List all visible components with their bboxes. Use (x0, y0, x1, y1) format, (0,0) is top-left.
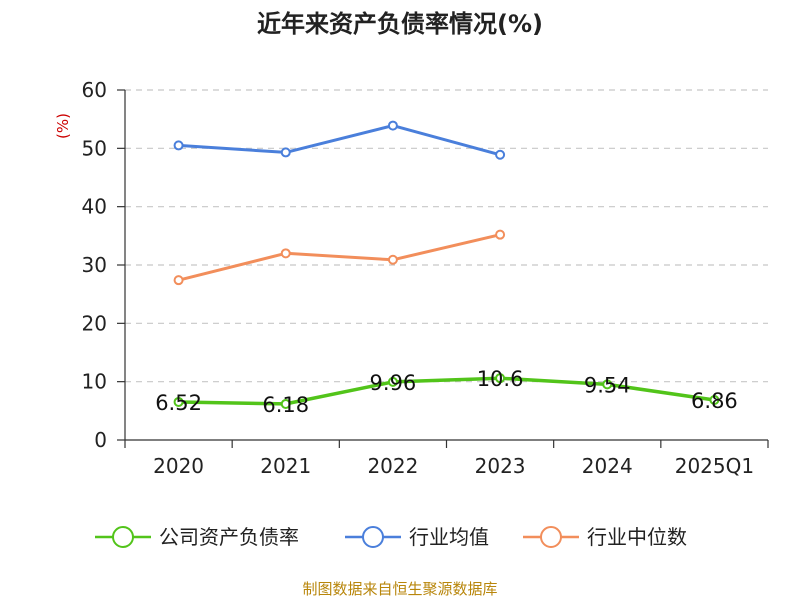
y-tick-label-20: 20 (82, 311, 107, 335)
legend-marker-0 (112, 526, 134, 548)
data-label-2025Q1: 6.86 (691, 389, 738, 413)
y-axis-unit-label: (%) (54, 113, 72, 139)
legend-marker-2 (540, 526, 562, 548)
y-tick-label-0: 0 (94, 428, 107, 452)
x-tick-label-2021: 2021 (260, 454, 311, 478)
x-tick-label-2025Q1: 2025Q1 (675, 454, 754, 478)
x-tick-label-2022: 2022 (367, 454, 418, 478)
series-0-point-2022 (387, 376, 398, 387)
y-tick-label-50: 50 (82, 136, 107, 160)
series-0-point-2025Q1 (709, 394, 720, 405)
series-0-point-2020 (173, 396, 184, 407)
legend-item-1: 行业均值 (345, 525, 489, 549)
x-tick-label-2023: 2023 (475, 454, 526, 478)
series-2-point-2020 (173, 275, 184, 286)
y-tick-label-10: 10 (82, 370, 107, 394)
legend: 公司资产负债率 行业均值 行业中位数 (95, 525, 687, 549)
axes: 0 10 20 30 40 50 60 2020 2021 2022 2023 2024 2025Q1 (82, 78, 769, 478)
series-line-0 (176, 376, 717, 406)
source-note: 制图数据来自恒生聚源数据库 (302, 580, 497, 598)
gridlines (125, 89, 768, 383)
series-1-point-2020 (173, 140, 184, 151)
series-2-point-2023 (495, 229, 506, 240)
legend-marker-1 (362, 526, 384, 548)
series-1-point-2022 (387, 120, 398, 131)
data-label-2021: 6.18 (262, 393, 309, 417)
series-0-point-2021 (280, 398, 291, 409)
series-0-point-2023 (495, 373, 506, 384)
series-line-1 (177, 124, 502, 157)
series-line-2 (177, 233, 502, 282)
data-labels: 6.52 6.18 9.96 10.6 9.54 6.86 (155, 367, 738, 417)
series-2-point-2022 (387, 254, 398, 265)
legend-label-0: 公司资产负债率 (159, 525, 299, 549)
y-tick-label-30: 30 (82, 253, 107, 277)
series-1-point-2023 (495, 149, 506, 160)
data-label-2022: 9.96 (370, 371, 417, 395)
series-lines (173, 120, 720, 409)
y-tick-label-60: 60 (82, 78, 107, 102)
y-tick-label-40: 40 (82, 195, 107, 219)
legend-label-2: 行业中位数 (587, 525, 687, 549)
legend-label-1: 行业均值 (409, 525, 489, 549)
data-label-2020: 6.52 (155, 391, 202, 415)
legend-item-0: 公司资产负债率 (95, 525, 299, 549)
legend-item-2: 行业中位数 (523, 525, 687, 549)
data-label-2023: 10.6 (477, 367, 524, 391)
series-0-point-2024 (602, 379, 613, 390)
series-2-point-2021 (280, 248, 291, 259)
data-label-2024: 9.54 (584, 373, 631, 397)
series-1-point-2021 (280, 147, 291, 158)
x-tick-label-2020: 2020 (153, 454, 204, 478)
chart-title: 近年来资产负债率情况(%) (257, 10, 543, 38)
x-tick-label-2024: 2024 (582, 454, 633, 478)
